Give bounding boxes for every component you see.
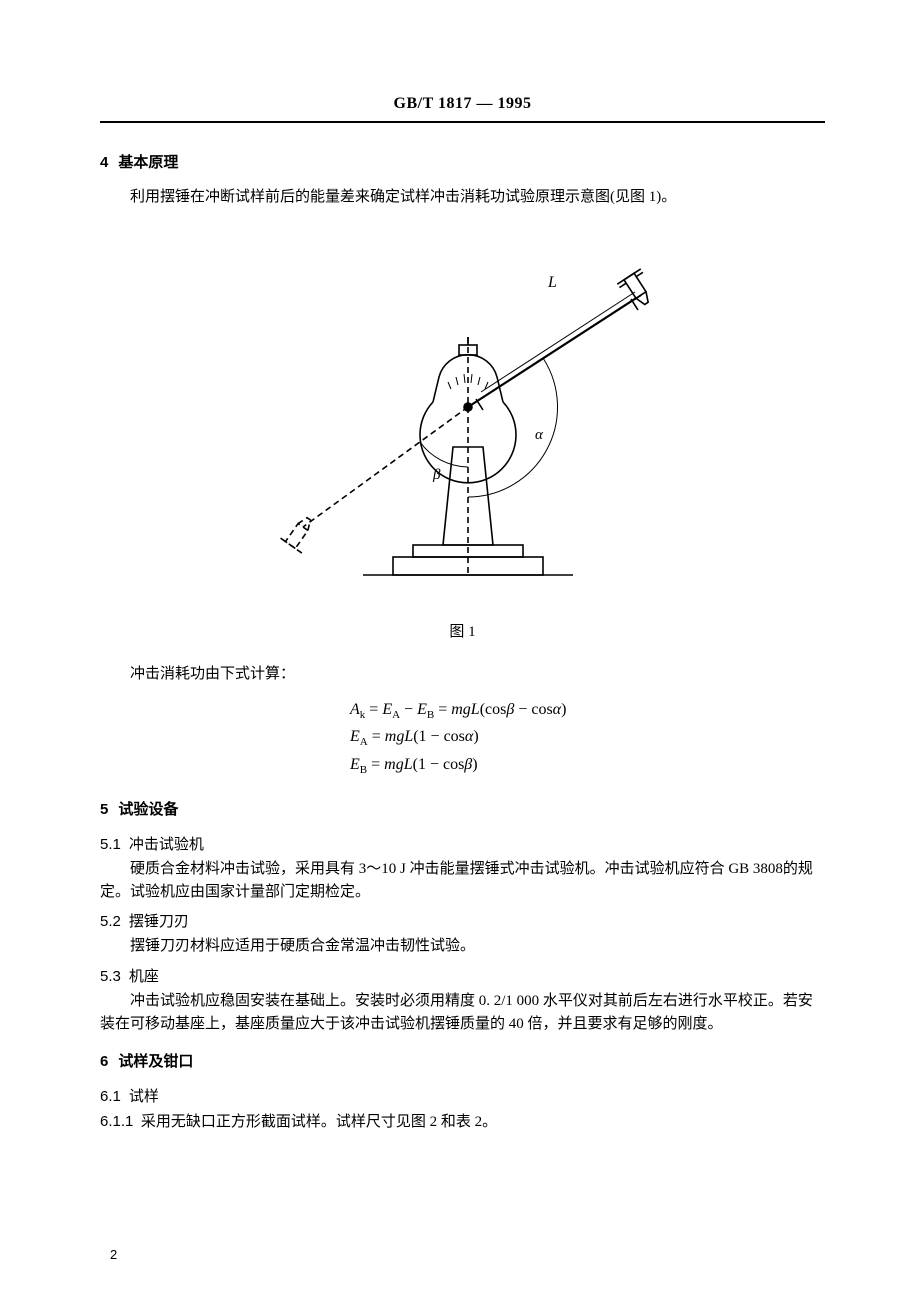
section-5.3-heading: 5.3 机座 [100, 965, 825, 986]
section-4-num: 4 [100, 154, 108, 171]
figure-1: L α β [100, 227, 825, 592]
section-5.3-num: 5.3 [100, 968, 121, 985]
section-5-num: 5 [100, 801, 108, 818]
section-5.2-heading: 5.2 摆锤刀刃 [100, 910, 825, 931]
section-6.1-heading: 6.1 试样 [100, 1085, 825, 1106]
section-4-title: 基本原理 [118, 155, 178, 171]
section-5.1-para: 硬质合金材料冲击试验，采用具有 3～10 J 冲击能量摆锤式冲击试验机。冲击试验… [100, 858, 825, 905]
equation-1: Ak = EA − EB = mgL(cosβ − cosα) [350, 697, 825, 725]
section-6.1.1-num: 6.1.1 [100, 1113, 133, 1130]
section-5.2-title: 摆锤刀刃 [129, 914, 189, 930]
equation-3: EB = mgL(1 − cosβ) [350, 752, 825, 780]
section-5.1-title: 冲击试验机 [129, 837, 204, 853]
section-5.3-para: 冲击试验机应稳固安装在基础上。安装时必须用精度 0. 2/1 000 水平仪对其… [100, 990, 825, 1037]
section-6-heading: 6 试样及钳口 [100, 1050, 825, 1071]
section-6-num: 6 [100, 1053, 108, 1070]
section-5.2-num: 5.2 [100, 913, 121, 930]
label-beta: β [432, 467, 441, 483]
section-6.1-num: 6.1 [100, 1088, 121, 1105]
section-5-heading: 5 试验设备 [100, 798, 825, 819]
page-header: GB/T 1817 — 1995 [100, 95, 825, 123]
label-alpha: α [535, 427, 544, 443]
section-6.1.1-para: 采用无缺口正方形截面试样。试样尺寸见图 2 和表 2。 [141, 1114, 497, 1130]
section-6-title: 试样及钳口 [118, 1054, 193, 1070]
pendulum-diagram: L α β [243, 227, 683, 587]
section-6.1-title: 试样 [129, 1089, 159, 1105]
section-5.3-title: 机座 [129, 969, 159, 985]
section-4-para1: 利用摆锤在冲断试样前后的能量差来确定试样冲击消耗功试验原理示意图(见图 1)。 [100, 186, 825, 209]
label-L: L [547, 274, 557, 291]
page-number: 2 [110, 1247, 117, 1262]
section-5.1-num: 5.1 [100, 836, 121, 853]
standard-code: GB/T 1817 — 1995 [394, 95, 532, 112]
section-5.1-heading: 5.1 冲击试验机 [100, 833, 825, 854]
equations-intro: 冲击消耗功由下式计算： [100, 663, 825, 686]
section-6.1.1-line: 6.1.1 采用无缺口正方形截面试样。试样尺寸见图 2 和表 2。 [100, 1110, 825, 1134]
section-4-heading: 4 基本原理 [100, 151, 825, 172]
equation-2: EA = mgL(1 − cosα) [350, 724, 825, 752]
section-5-title: 试验设备 [118, 802, 178, 818]
figure-1-caption: 图 1 [100, 620, 825, 641]
section-5.2-para: 摆锤刀刃材料应适用于硬质合金常温冲击韧性试验。 [100, 935, 825, 958]
equations-block: Ak = EA − EB = mgL(cosβ − cosα) EA = mgL… [100, 697, 825, 780]
